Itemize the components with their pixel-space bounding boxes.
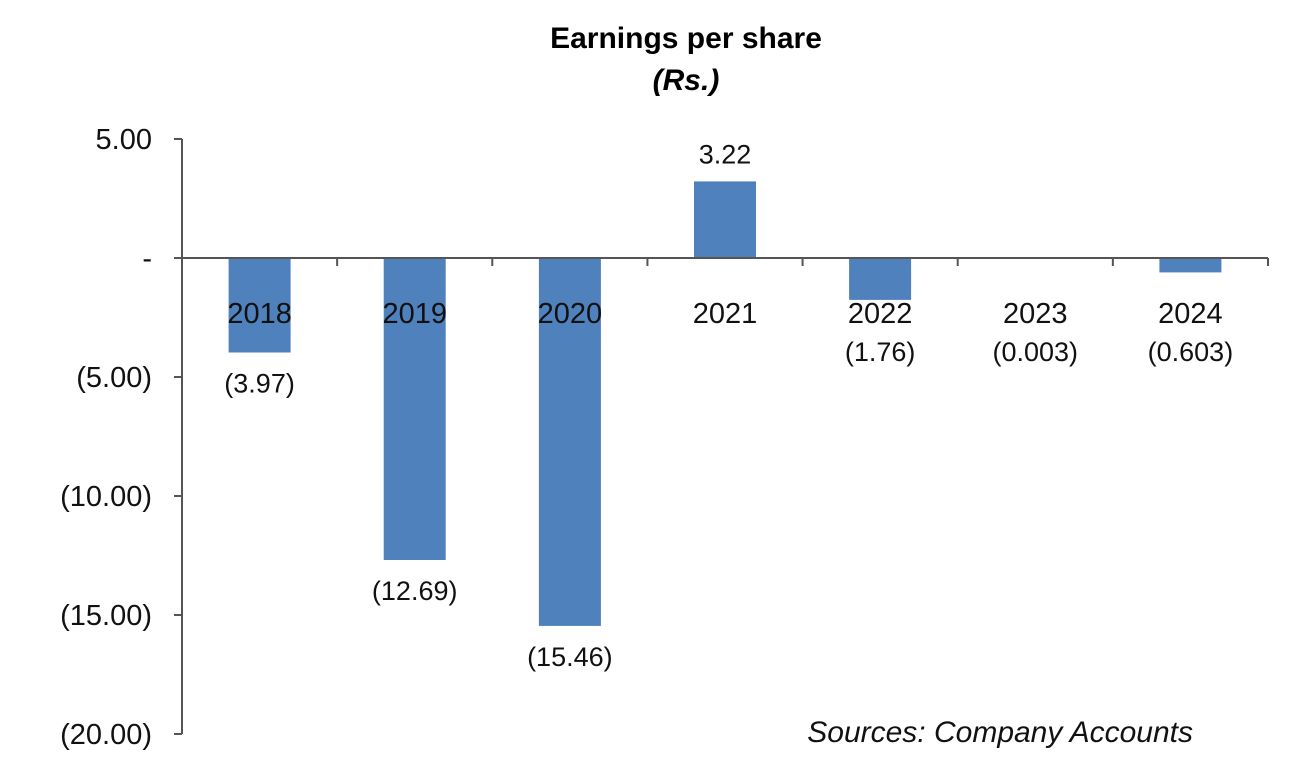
y-axis-tick-labels: 5.00 - (5.00) (10.00) (15.00) (20.00): [60, 124, 152, 751]
category-label-2019: 2019: [382, 298, 447, 330]
data-label-2022: (1.76): [845, 337, 916, 367]
data-label-2019: (12.69): [372, 576, 458, 606]
data-labels: (3.97) (12.69) (15.46) 3.22 (1.76) (0.003) (0.…: [224, 139, 1233, 672]
category-label-2021: 2021: [693, 298, 758, 330]
category-label-2018: 2018: [227, 298, 292, 330]
y-tick-label: -: [142, 243, 152, 275]
data-label-2024: (0.603): [1148, 337, 1234, 367]
x-axis-category-labels: 2018 2019 2020 2021 2022 2023 2024: [227, 298, 1222, 330]
y-tick-label: (15.00): [60, 600, 152, 632]
y-tick-label: (10.00): [60, 481, 152, 513]
data-label-2018: (3.97): [224, 368, 295, 398]
category-label-2022: 2022: [848, 298, 913, 330]
y-tick-label: 5.00: [96, 124, 152, 156]
source-note: Sources: Company Accounts: [807, 716, 1193, 749]
y-tick-label: (5.00): [76, 362, 152, 394]
data-label-2023: (0.003): [993, 337, 1079, 367]
category-label-2023: 2023: [1003, 298, 1068, 330]
chart-title: Earnings per share: [550, 22, 822, 55]
category-label-2020: 2020: [538, 298, 603, 330]
bar-2020: [538, 258, 601, 626]
y-tick-label: (20.00): [60, 719, 152, 751]
chart-subtitle: (Rs.): [653, 64, 720, 97]
category-label-2024: 2024: [1158, 298, 1223, 330]
data-label-2021: 3.22: [699, 139, 752, 169]
bar-2022: [849, 258, 912, 300]
bar-2019: [383, 258, 446, 560]
data-label-2020: (15.46): [527, 642, 613, 672]
bar-2018: [228, 258, 291, 353]
axes-layer: [174, 138, 1269, 735]
bars-layer: [228, 181, 1222, 626]
bar-2024: [1159, 258, 1222, 273]
bar-2021: [694, 181, 756, 258]
